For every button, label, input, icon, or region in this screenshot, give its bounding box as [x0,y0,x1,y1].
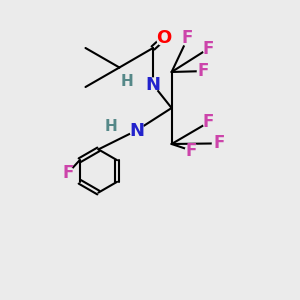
Text: F: F [182,29,193,47]
Circle shape [130,121,143,134]
Circle shape [203,43,217,56]
Circle shape [104,82,118,96]
Circle shape [130,77,143,91]
Text: F: F [198,62,209,80]
Circle shape [197,65,211,78]
Circle shape [61,167,74,180]
Circle shape [212,137,226,151]
Text: H: H [105,119,117,134]
Circle shape [203,116,217,130]
Circle shape [104,126,118,139]
Circle shape [157,32,170,46]
Text: F: F [213,134,225,152]
Text: F: F [186,142,197,160]
Text: N: N [146,76,160,94]
Text: F: F [203,40,214,58]
Text: F: F [203,113,214,131]
Text: N: N [129,122,144,140]
Text: F: F [63,164,74,181]
Circle shape [130,124,143,137]
Circle shape [185,144,199,157]
Text: H: H [121,74,134,88]
Text: O: O [156,29,171,47]
Circle shape [181,32,194,46]
Circle shape [146,78,160,91]
